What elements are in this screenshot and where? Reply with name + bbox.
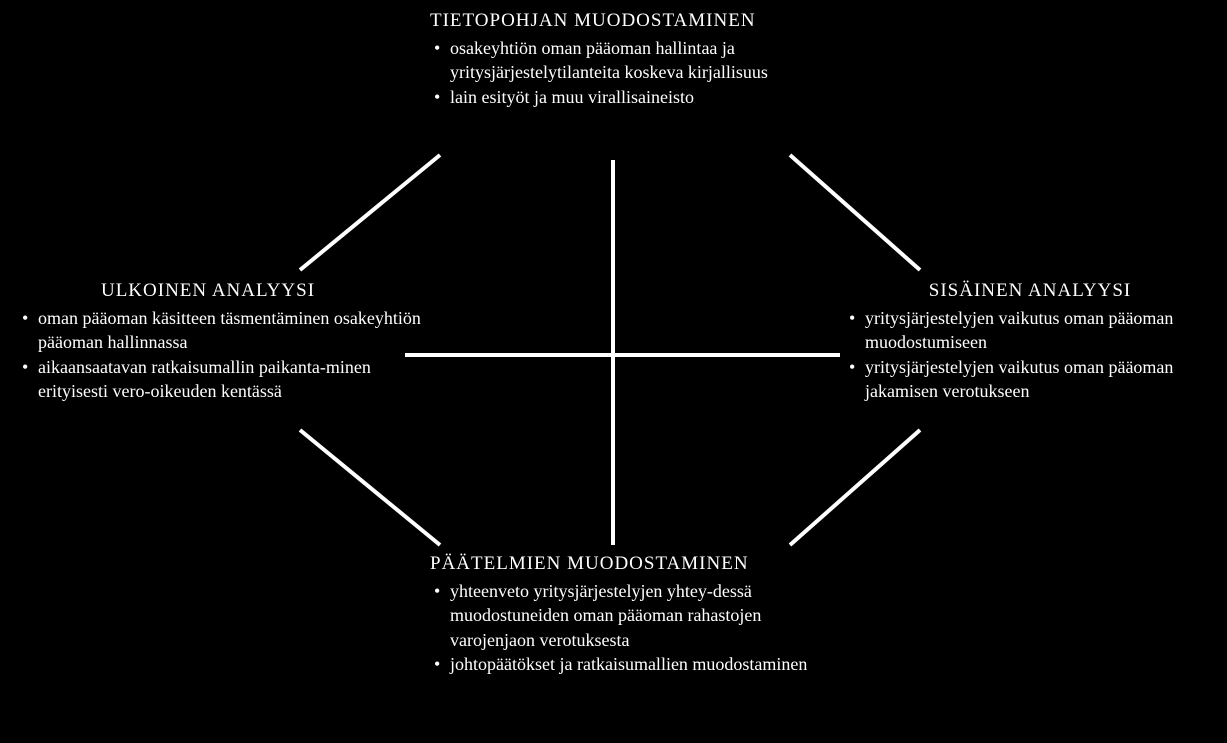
node-bottom-bullets: yhteenveto yritysjärjestelyjen yhtey-des… [430, 579, 830, 676]
node-right-bullets: yritysjärjestelyjen vaikutus oman pääoma… [845, 306, 1215, 403]
node-bottom: PÄÄTELMIEN MUODOSTAMINEN yhteenveto yrit… [430, 553, 830, 676]
connector-line [300, 155, 440, 270]
node-left-bullet-0: oman pääoman käsitteen täsmentäminen osa… [18, 306, 438, 355]
node-left-bullet-1: aikaansaatavan ratkaisumallin paikanta-m… [18, 355, 438, 404]
node-right-title: SISÄINEN ANALYYSI [845, 280, 1215, 302]
node-top-bullet-1: lain esityöt ja muu virallisaineisto [430, 85, 830, 109]
node-left-bullets: oman pääoman käsitteen täsmentäminen osa… [18, 306, 438, 403]
node-bottom-bullet-0: yhteenveto yritysjärjestelyjen yhtey-des… [430, 579, 830, 652]
node-bottom-title: PÄÄTELMIEN MUODOSTAMINEN [430, 553, 830, 575]
connector-line [300, 430, 440, 545]
node-left: ULKOINEN ANALYYSI oman pääoman käsitteen… [18, 280, 438, 403]
connector-line [790, 430, 920, 545]
node-bottom-bullet-1: johtopäätökset ja ratkaisumallien muodos… [430, 652, 830, 676]
node-top-title: TIETOPOHJAN MUODOSTAMINEN [430, 10, 830, 32]
connector-line [790, 155, 920, 270]
node-top: TIETOPOHJAN MUODOSTAMINEN osakeyhtiön om… [430, 10, 830, 109]
node-left-title: ULKOINEN ANALYYSI [18, 280, 438, 302]
diagram-container: TIETOPOHJAN MUODOSTAMINEN osakeyhtiön om… [0, 0, 1227, 743]
node-top-bullets: osakeyhtiön oman pääoman hallintaa ja yr… [430, 36, 830, 109]
node-top-bullet-0: osakeyhtiön oman pääoman hallintaa ja yr… [430, 36, 830, 85]
node-right: SISÄINEN ANALYYSI yritysjärjestelyjen va… [845, 280, 1215, 403]
node-right-bullet-1: yritysjärjestelyjen vaikutus oman pääoma… [845, 355, 1215, 404]
node-right-bullet-0: yritysjärjestelyjen vaikutus oman pääoma… [845, 306, 1215, 355]
